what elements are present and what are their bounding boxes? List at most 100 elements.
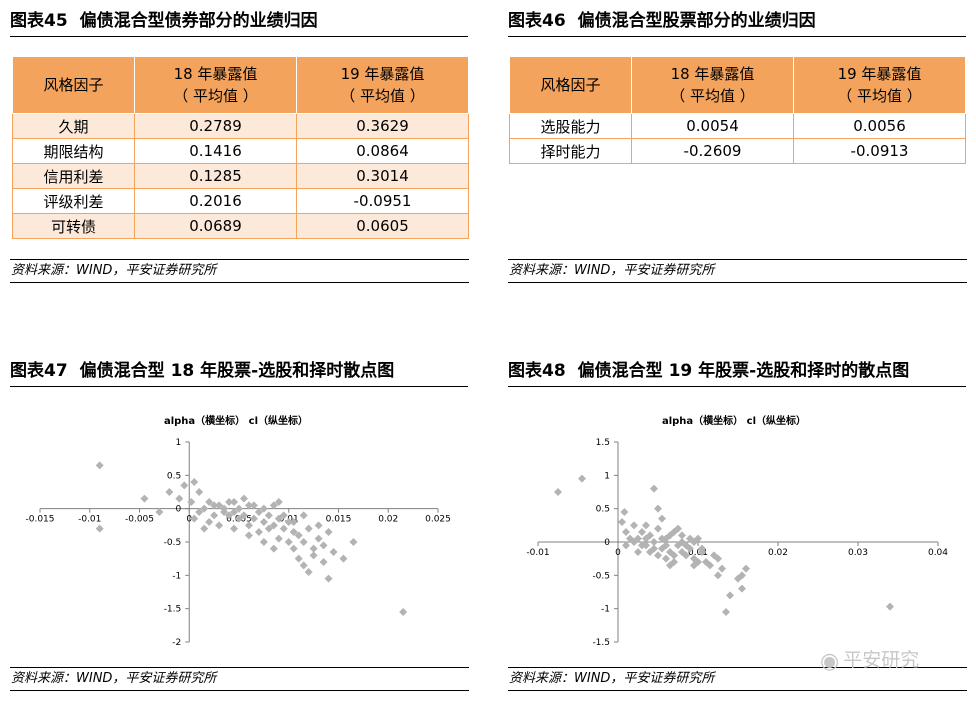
y-tick-label: -0.5 [592,571,610,581]
x-tick-label: 0 [615,548,621,558]
data-point [195,488,204,496]
data-point [269,501,278,510]
data-point [289,518,298,526]
data-point [279,524,288,533]
source-note: 资料来源：WIND，平安证券研究所 [10,259,469,283]
data-point [578,474,586,483]
data-point [658,514,666,523]
x-tick-label: 0.02 [768,548,788,558]
data-point [195,508,204,516]
x-tick-label: 0.015 [326,515,352,525]
data-point [239,494,248,503]
data-point [294,531,303,540]
data-point [264,524,273,533]
data-point [658,534,666,543]
x-tick-label: 0.01 [688,548,708,558]
data-point [314,521,323,530]
data-point [95,461,104,470]
data-point [654,524,662,533]
data-point [634,548,642,556]
table-row: 期限结构 0.1416 0.0864 [12,138,469,164]
source-note: 资料来源：WIND，平安证券研究所 [508,259,967,283]
data-point [738,584,746,593]
data-point [630,521,638,530]
watermark-text: 平安研究 [843,649,920,671]
header-2019: 19 年暴露值（ 平均值 ） [296,56,469,114]
data-point [319,541,328,550]
y-tick-label: 0 [176,505,182,515]
data-point [682,541,690,550]
data-point [678,531,686,540]
data-point [165,488,174,496]
data-point [638,528,646,536]
data-point [698,548,706,556]
value-2019: 0.3014 [296,163,469,189]
data-point [642,534,650,543]
data-point [309,544,318,553]
watermark: ◉ 平安研究 [820,645,919,674]
data-point [638,541,646,550]
panel-title: 图表48 偏债混合型 19 年股票-选股和择时的散点图 [508,356,966,387]
data-point [289,528,298,536]
data-point [694,534,702,543]
table-row: 评级利差 0.2016 -0.0951 [12,188,469,214]
data-point [274,498,283,506]
attribution-table: 风格因子 18 年暴露值（ 平均值 ） 19 年暴露值（ 平均值 ） 久期 0.… [12,56,469,239]
figure-title: 偏债混合型 19 年股票-选股和择时的散点图 [577,361,910,381]
source-note: 资料来源：WIND，平安证券研究所 [10,667,469,691]
data-point [309,551,318,560]
factor-name: 久期 [12,113,135,139]
data-point [324,574,333,583]
value-2019: -0.0951 [296,188,469,214]
data-point [650,538,658,546]
data-point [230,498,239,506]
panel-title: 图表46 偏债混合型股票部分的业绩归因 [508,6,966,37]
value-2019: 0.0605 [296,213,469,239]
data-point [686,534,694,543]
data-point [618,518,626,526]
data-point [662,541,670,550]
data-point [666,531,674,540]
data-point [284,538,293,546]
header-factor: 风格因子 [509,56,632,114]
data-point [294,554,303,563]
figure-number: 图表48 [508,361,566,381]
data-point [886,602,894,611]
data-point [180,481,189,490]
data-point [650,544,658,553]
data-point [674,541,682,550]
header-2019: 19 年暴露值（ 平均值 ） [793,56,966,114]
data-point [215,521,224,530]
data-point [662,554,670,563]
factor-name: 择时能力 [509,138,632,164]
data-point [319,558,328,566]
data-point [155,508,164,516]
data-point [190,514,199,523]
y-tick-label: -1 [601,605,610,615]
chart-title: alpha（横坐标） cl（纵坐标） [662,414,806,427]
data-point [269,521,278,530]
data-point [554,488,562,496]
data-point [95,524,104,533]
data-point [626,534,634,543]
source-note: 资料来源：WIND，平安证券研究所 [508,667,967,691]
figure-number: 图表45 [10,11,68,31]
factor-name: 评级利差 [12,188,135,214]
table-row: 择时能力 -0.2609 -0.0913 [509,138,966,164]
data-point [670,551,678,560]
data-point [714,554,722,563]
data-point [690,554,698,563]
y-tick-label: 0 [604,538,610,548]
value-2019: 0.0056 [793,113,966,139]
data-point [200,524,209,533]
data-point [244,501,253,510]
factor-name: 可转债 [12,213,135,239]
data-point [205,498,214,506]
y-tick-label: -1 [172,571,181,581]
data-point [289,544,298,553]
value-2019: 0.0864 [296,138,469,164]
data-point [284,518,293,526]
data-point [678,548,686,556]
data-point [642,521,650,530]
y-tick-label: -1.5 [592,638,610,648]
